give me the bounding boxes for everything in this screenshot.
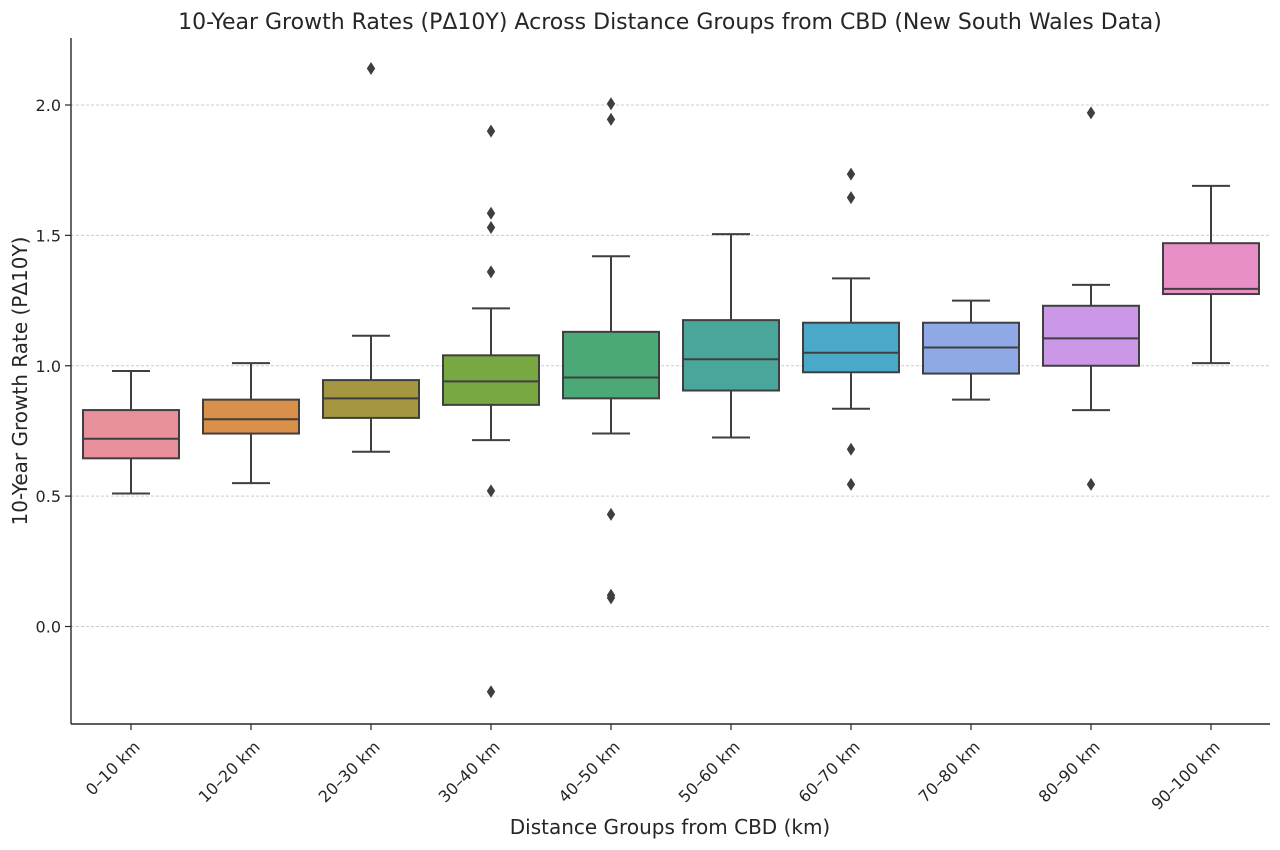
box-group [802,167,900,491]
outlier-point [486,484,496,498]
x-tick-label: 60–70 km [795,737,864,806]
box-group [442,124,540,699]
box-iqr [562,330,660,400]
outlier-point [486,685,496,699]
box-iqr [202,398,300,435]
x-axis-ticks: 0–10 km 10–20 km 20–30 km 30–40 km 40–50 km 5… [82,724,1224,814]
outlier-point [846,442,856,456]
axes [70,38,1270,725]
x-tick-label: 70–80 km [915,737,984,806]
outlier-point [486,124,496,138]
outlier-point [486,221,496,235]
y-axis-label: 10-Year Growth Rate (PΔ10Y) [8,237,32,526]
y-tick-label: 2.0 [36,96,61,115]
x-tick-label: 0–10 km [82,737,144,799]
y-tick-label: 0.5 [36,487,61,506]
outlier-point [606,112,616,126]
box-group [1042,106,1140,491]
box-iqr [802,321,900,374]
outlier-point [606,97,616,111]
box-group [322,61,420,453]
box-iqr [682,319,780,392]
outlier-point [846,167,856,181]
box-iqr [442,354,540,406]
outlier-point [1086,106,1096,120]
outlier-point [846,477,856,491]
chart-title: 10-Year Growth Rates (PΔ10Y) Across Dist… [178,10,1162,35]
x-tick-label: 90–100 km [1147,737,1223,813]
box-plot-series [82,61,1260,699]
box-group [562,97,660,605]
box-iqr [82,409,180,460]
outlier-point [606,591,616,605]
x-tick-label: 10–20 km [195,737,264,806]
outlier-point [606,507,616,521]
box-group [922,299,1020,401]
x-axis-label: Distance Groups from CBD (km) [510,815,831,839]
x-tick-label: 30–40 km [435,737,504,806]
y-tick-label: 1.0 [36,357,61,376]
x-tick-label: 40–50 km [555,737,624,806]
outlier-point [486,206,496,220]
outlier-point [486,265,496,279]
box-group [682,233,780,439]
outlier-point [846,191,856,205]
outlier-point [366,61,376,75]
y-axis-ticks: 0.0 0.5 1.0 1.5 2.0 [36,96,71,637]
box-group [1162,184,1260,365]
x-tick-label: 50–60 km [675,737,744,806]
x-tick-label: 20–30 km [315,737,384,806]
outlier-point [1086,477,1096,491]
box-iqr [1162,242,1260,296]
y-tick-label: 0.0 [36,618,61,637]
box-group [202,362,300,485]
box-iqr [1042,304,1140,367]
x-tick-label: 80–90 km [1035,737,1104,806]
y-tick-label: 1.5 [36,226,61,245]
box-group [82,369,180,495]
